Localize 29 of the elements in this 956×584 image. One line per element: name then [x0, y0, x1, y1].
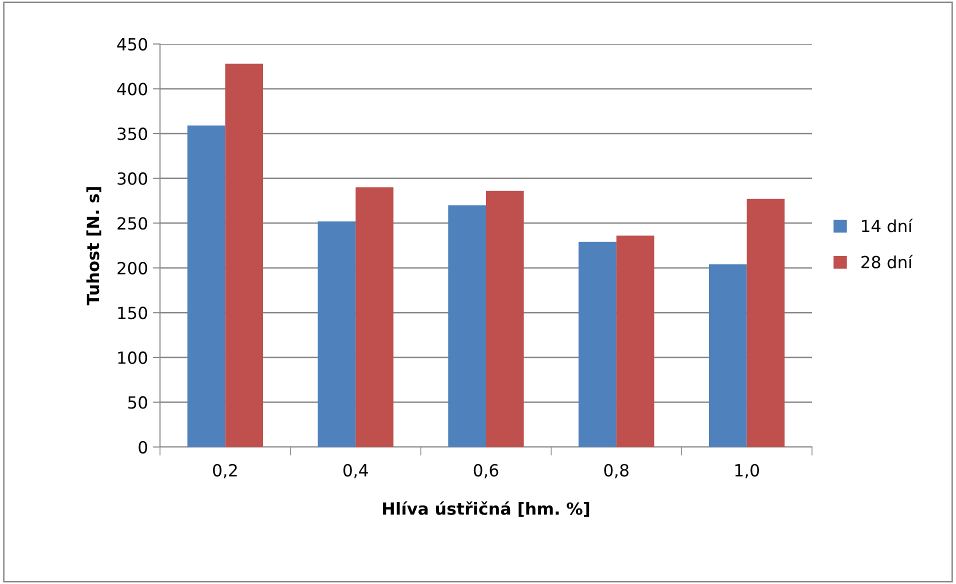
bar — [225, 64, 264, 447]
bar — [746, 198, 785, 447]
y-tick-label: 300 — [118, 172, 148, 185]
x-tick-label: 0,2 — [213, 464, 237, 478]
y-tick-label: 0 — [138, 440, 148, 454]
legend-label: 28 dní — [861, 254, 913, 268]
x-tick-label: 0,4 — [343, 464, 368, 478]
y-tick-label: 150 — [118, 306, 148, 320]
bar — [616, 236, 654, 447]
bar — [187, 125, 226, 447]
y-tick-label: 250 — [118, 217, 148, 230]
y-tick-label: 350 — [118, 128, 148, 140]
legend-label: 14 dní — [862, 218, 913, 232]
bar — [318, 221, 356, 447]
y-tick-label: 450 — [117, 38, 148, 51]
bar — [356, 187, 394, 447]
bar — [486, 190, 524, 447]
y-tick-label: 100 — [118, 351, 148, 364]
bar — [578, 242, 616, 447]
x-tick-label: 1,0 — [735, 464, 759, 478]
y-axis-title: Tuhost [N. s] — [86, 187, 102, 306]
bar — [708, 264, 747, 447]
x-tick-label: 0,6 — [474, 464, 498, 478]
y-tick-label: 50 — [128, 396, 148, 409]
y-tick-label: 200 — [118, 262, 148, 274]
y-tick-label: 400 — [117, 82, 148, 96]
x-axis-title: Hlíva ústřičná [hm. %] — [383, 501, 590, 517]
x-tick-label: 0,8 — [604, 464, 629, 478]
bar — [448, 205, 486, 447]
